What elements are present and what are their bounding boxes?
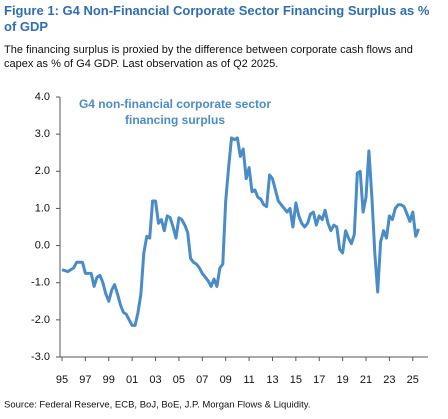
source: Source: Federal Reserve, ECB, BoJ, BoE, …: [4, 400, 310, 411]
x-tick-label: 05: [173, 374, 185, 386]
x-tick-label: 13: [266, 374, 278, 386]
y-tick-label: -1.0: [31, 277, 50, 289]
y-tick-label: 1.0: [35, 202, 50, 214]
chart-title: Figure 1: G4 Non-Financial Corporate Sec…: [4, 3, 430, 34]
x-tick-label: 23: [383, 374, 395, 386]
y-tick-label: -2.0: [31, 314, 50, 326]
x-tick-label: 19: [337, 374, 349, 386]
x-tick-label: 95: [56, 374, 68, 386]
x-tick-label: 11: [243, 374, 254, 386]
line-series: [61, 136, 420, 327]
y-tick-label: 0.0: [35, 239, 50, 251]
y-tick-label: -3.0: [31, 351, 50, 363]
x-tick-label: 07: [196, 374, 208, 386]
y-tick-label: 4.0: [35, 91, 50, 103]
x-tick-label: 15: [290, 374, 302, 386]
annotation: G4 non-financial corporate sector: [79, 97, 271, 111]
x-tick-label: 25: [407, 374, 419, 386]
x-tick-label: 97: [79, 374, 91, 386]
y-tick-label: 2.0: [35, 165, 50, 177]
y-tick-label: 3.0: [35, 128, 50, 140]
x-tick-label: 21: [360, 374, 372, 386]
x-tick-label: 17: [313, 374, 325, 386]
x-tick-label: 09: [220, 374, 232, 386]
x-tick-label: 99: [103, 374, 115, 386]
x-tick-label: 01: [126, 374, 138, 386]
annotation: financing surplus: [125, 113, 225, 127]
chart-subtitle: The financing surplus is proxied by the …: [4, 44, 413, 70]
x-tick-label: 03: [149, 374, 161, 386]
